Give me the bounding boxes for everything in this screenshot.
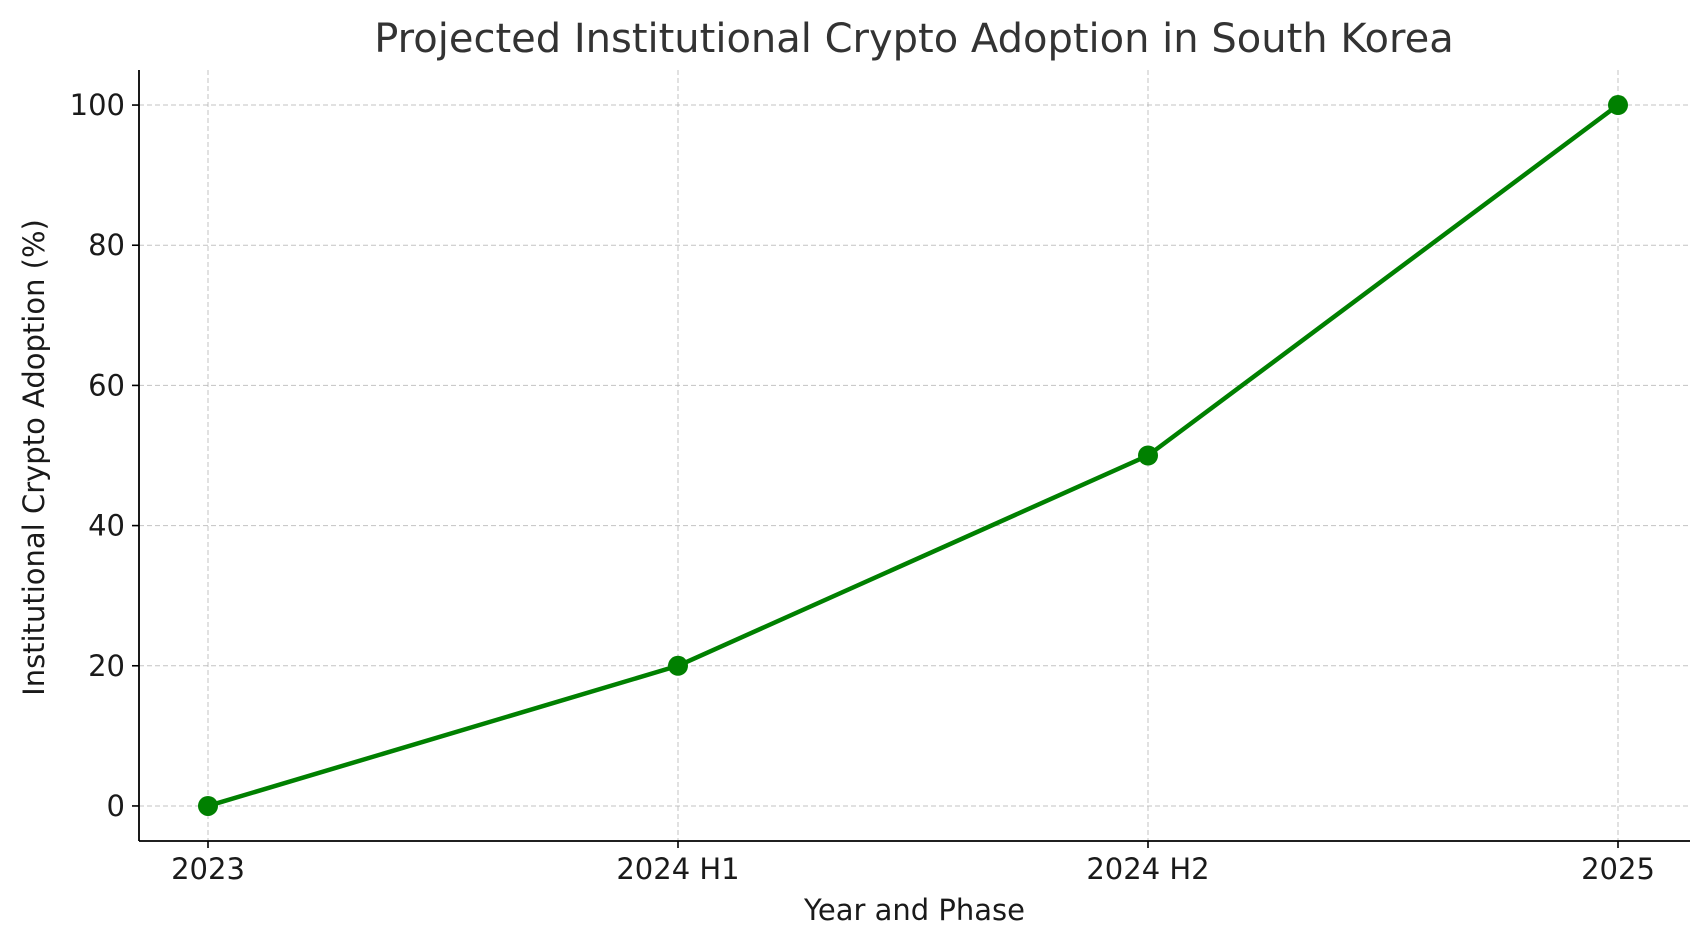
y-tick-label: 100 [70,88,125,122]
axes-layer [138,70,1690,842]
x-tick-label: 2025 [1581,852,1655,886]
y-axis-title: Institutional Crypto Adoption (%) [17,219,51,696]
y-tick-label: 0 [107,789,125,823]
y-tick-label: 40 [88,509,125,543]
chart-title: Projected Institutional Crypto Adoption … [374,16,1453,62]
series-line [205,102,1621,809]
data-point [1608,95,1628,116]
grid-layer [139,70,1690,841]
x-tick-label: 2024 H1 [616,852,739,886]
y-tick-label: 60 [88,368,125,402]
data-point [198,795,218,816]
x-axis-title: Year and Phase [803,893,1025,927]
data-point [1138,445,1158,466]
y-tick-label: 80 [88,228,125,262]
x-tick-label: 2023 [171,852,245,886]
x-tick-label: 2024 H2 [1086,852,1209,886]
series-layer [198,95,1628,816]
ticks-layer: 0 20 40 60 80 100 2023 2024 H1 2024 H2 2025 [70,88,1655,886]
y-tick-label: 20 [88,649,125,683]
data-point [668,655,688,676]
